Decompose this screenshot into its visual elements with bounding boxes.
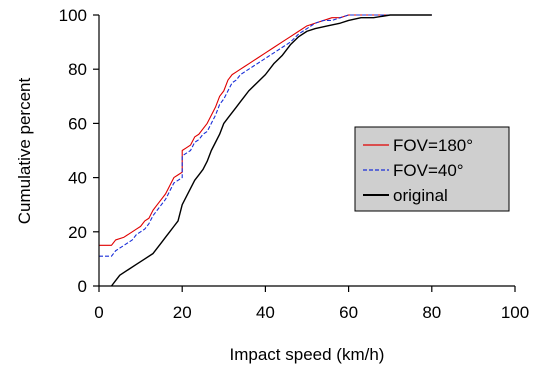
x-axis-label: Impact speed (km/h) [230,345,385,364]
tick-labels: 0 20 40 60 80 100 0 20 40 60 80 100 [59,6,530,322]
series-line-2 [110,14,432,287]
x-tick-label-1: 20 [173,303,192,322]
legend-box [354,126,510,212]
legend-label-2: original [393,186,448,205]
y-tick-label-1: 20 [68,223,87,242]
legend-label-0: FOV=180° [393,136,473,155]
y-tick-label-4: 80 [68,60,87,79]
legend: FOV=180° FOV=40° original [354,126,510,212]
axes [93,14,516,292]
series-lines [99,14,432,287]
x-tick-label-0: 0 [94,303,103,322]
x-tick-label-4: 80 [422,303,441,322]
x-tick-label-5: 100 [501,303,529,322]
y-tick-label-3: 60 [68,114,87,133]
series-line-1 [99,14,432,257]
y-tick-label-0: 0 [78,277,87,296]
legend-label-1: FOV=40° [393,161,464,180]
y-axis-label: Cumulative percent [15,77,34,224]
x-tick-label-3: 60 [339,303,358,322]
y-tick-label-2: 40 [68,169,87,188]
series-line-0 [99,14,432,246]
x-tick-label-2: 40 [256,303,275,322]
y-tick-label-5: 100 [59,6,87,25]
